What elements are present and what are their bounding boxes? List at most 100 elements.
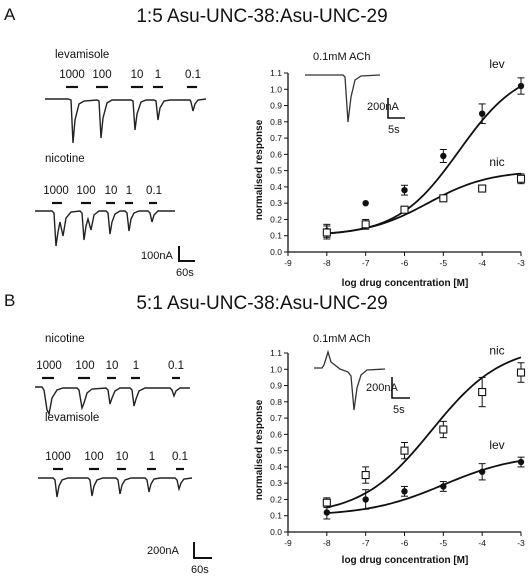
chart-a-x-tick-label: -5 (440, 258, 448, 268)
chart-a-y-tick-label: 0.6 (270, 149, 282, 159)
chart-a: 0.0 0.1 0.2 0.3 0.4 0.5 0.6 0.7 0.8 0.9 1.0 1.1 -9 -8… (270, 57, 526, 268)
chart-b-y-tick-label: 1.1 (270, 348, 282, 358)
chart-b-y-tick-label: 0.7 (270, 413, 282, 423)
panel-a-trace2-label: nicotine (45, 153, 85, 165)
panel-b-trace1-dose: 1 (133, 360, 139, 372)
panel-b-trace2-dose: 100 (84, 451, 103, 463)
panel-a-ach-scale-bar (387, 98, 405, 119)
chart-a-y-tick-label: 0.1 (270, 231, 282, 241)
panel-b-letter: B (4, 291, 15, 310)
chart-a-lev-point (362, 199, 369, 207)
chart-a-x-tick-label: -8 (323, 258, 331, 268)
panel-b-trace-scale-time: 60s (191, 564, 209, 576)
chart-a-nic-point (439, 194, 448, 203)
panel-b-trace2-dose: 0.1 (172, 451, 188, 463)
panel-a-letter: A (4, 5, 16, 24)
chart-a-x-tick-label: -9 (284, 258, 292, 268)
chart-b-lev-point (323, 509, 331, 516)
panel-b-trace2-label: levamisole (45, 412, 99, 424)
chart-b-y-tick-label: 1.0 (270, 364, 282, 374)
chart-a-y-tick-label: 0.9 (270, 101, 282, 111)
chart-b-y-tick-label: 0.9 (270, 381, 282, 391)
panel-b-trace1-label: nicotine (45, 333, 85, 345)
chart-b-x-tick-label: -8 (323, 538, 331, 548)
panel-b-trace-scale-bar (193, 542, 212, 559)
chart-a-y-tick-label: 0.3 (270, 198, 282, 208)
chart-b-y-tick-label: 0.8 (270, 397, 282, 407)
panel-a-trace2-dose: 1000 (43, 185, 69, 197)
panel-a-trace1-dose: 1 (155, 69, 161, 81)
chart-a-x-axis-title: log drug concentration [M] (342, 278, 469, 289)
chart-b-lev-point (440, 483, 447, 490)
panel-a-trace2-dose: 1 (126, 185, 132, 197)
panel-a-trace1-dose: 10 (131, 69, 144, 81)
panel-a-trace-scale-bar (178, 246, 195, 262)
chart-a-y-tick-label: 0.5 (270, 166, 282, 176)
chart-b-y-axis-title: normalised response (254, 399, 265, 500)
chart-b-nic-point (478, 388, 487, 397)
panel-b-trace2-dose: 1 (149, 451, 155, 463)
panel-a-levamisole-trace (45, 98, 207, 144)
chart-b-lev-point (478, 468, 486, 475)
panel-b-trace2-doses: 1000 100 10 1 0.1 (45, 451, 188, 463)
panel-b-nicotine-trace (35, 386, 190, 417)
chart-a-nic-series-label: nic (489, 155, 504, 169)
panel-a-ach-trace (305, 74, 381, 123)
panel-b-trace1-dose: 100 (75, 360, 94, 372)
chart-b-x-tick-label: -3 (517, 538, 525, 548)
chart-b-x-tick-label: -6 (401, 538, 409, 548)
chart-a-nic-point (478, 184, 487, 193)
chart-b-nic-point (361, 470, 370, 480)
chart-b-y-tick-label: 0.3 (270, 478, 282, 488)
panel-b-ach-label: 0.1mM ACh (313, 333, 370, 345)
chart-a-y-tick-label: 1.1 (270, 68, 282, 78)
chart-b-lev-series-label: lev (489, 438, 504, 452)
chart-b-lev-point (517, 458, 525, 466)
chart-a-lev-point (517, 82, 525, 90)
chart-a-lev-point (401, 186, 408, 194)
panel-a-trace2-dose: 0.1 (146, 185, 162, 197)
chart-b-y-tick-label: 0.6 (270, 429, 282, 439)
panel-b-trace1-dose: 0.1 (168, 360, 184, 372)
panel-a-trace2-dose: 100 (76, 185, 95, 197)
chart-b-nic-point (400, 446, 409, 455)
chart-a-lev-point (440, 152, 447, 160)
chart-a-nic-point (322, 228, 331, 237)
panel-b-ach-trace (314, 349, 386, 411)
panel-b-trace-scale-current: 200nA (147, 545, 179, 557)
panel-b-trace2-dose: 10 (116, 451, 129, 463)
chart-a-nic-point (400, 205, 409, 214)
chart-b-y-tick-label: 0.0 (270, 527, 282, 537)
panel-a: A 1:5 Asu-UNC-38:Asu-UNC-29 levamisole 1… (4, 5, 526, 289)
chart-b-nic-point (516, 368, 526, 377)
chart-b-x-tick-label: -9 (284, 538, 292, 548)
chart-b-y-tick-label: 0.4 (270, 462, 282, 472)
chart-b-x-tick-label: -5 (440, 538, 448, 548)
panel-a-trace1-dose: 0.1 (185, 69, 201, 81)
panel-b-title: 5:1 Asu-UNC-38:Asu-UNC-29 (136, 293, 387, 314)
chart-a-x-tick-label: -7 (362, 258, 370, 268)
panel-b-trace1-dose: 10 (106, 360, 119, 372)
panel-a-trace1-dose: 100 (92, 69, 111, 81)
chart-b-lev-point (401, 488, 408, 495)
panel-b-trace1-doses: 1000 100 10 1 0.1 (36, 360, 184, 372)
chart-b-x-tick-label: -4 (478, 538, 486, 548)
panel-a-title: 1:5 Asu-UNC-38:Asu-UNC-29 (136, 6, 387, 27)
chart-b-nic-fit-line (326, 356, 522, 509)
chart-b-y-tick-label: 0.2 (270, 494, 282, 504)
panel-b-trace2-dose: 1000 (45, 451, 71, 463)
panel-a-trace1-doses: 1000 100 10 1 0.1 (59, 69, 201, 81)
panel-b-ach-scale-current: 200nA (366, 382, 398, 394)
panel-b-ach-scale-time: 5s (393, 404, 405, 416)
panel-a-trace1-dose: 1000 (59, 69, 85, 81)
chart-a-nic-point (516, 174, 526, 183)
panel-b-levamisole-trace (38, 477, 193, 498)
chart-b-nic-point (322, 498, 331, 507)
chart-a-lev-point (478, 110, 486, 117)
chart-a-lev-series-label: lev (489, 57, 504, 71)
chart-b-y-tick-label: 0.5 (270, 446, 282, 456)
chart-a-x-tick-label: -3 (517, 258, 525, 268)
panel-a-nicotine-trace (35, 210, 175, 247)
chart-b-nic-point (439, 425, 448, 434)
